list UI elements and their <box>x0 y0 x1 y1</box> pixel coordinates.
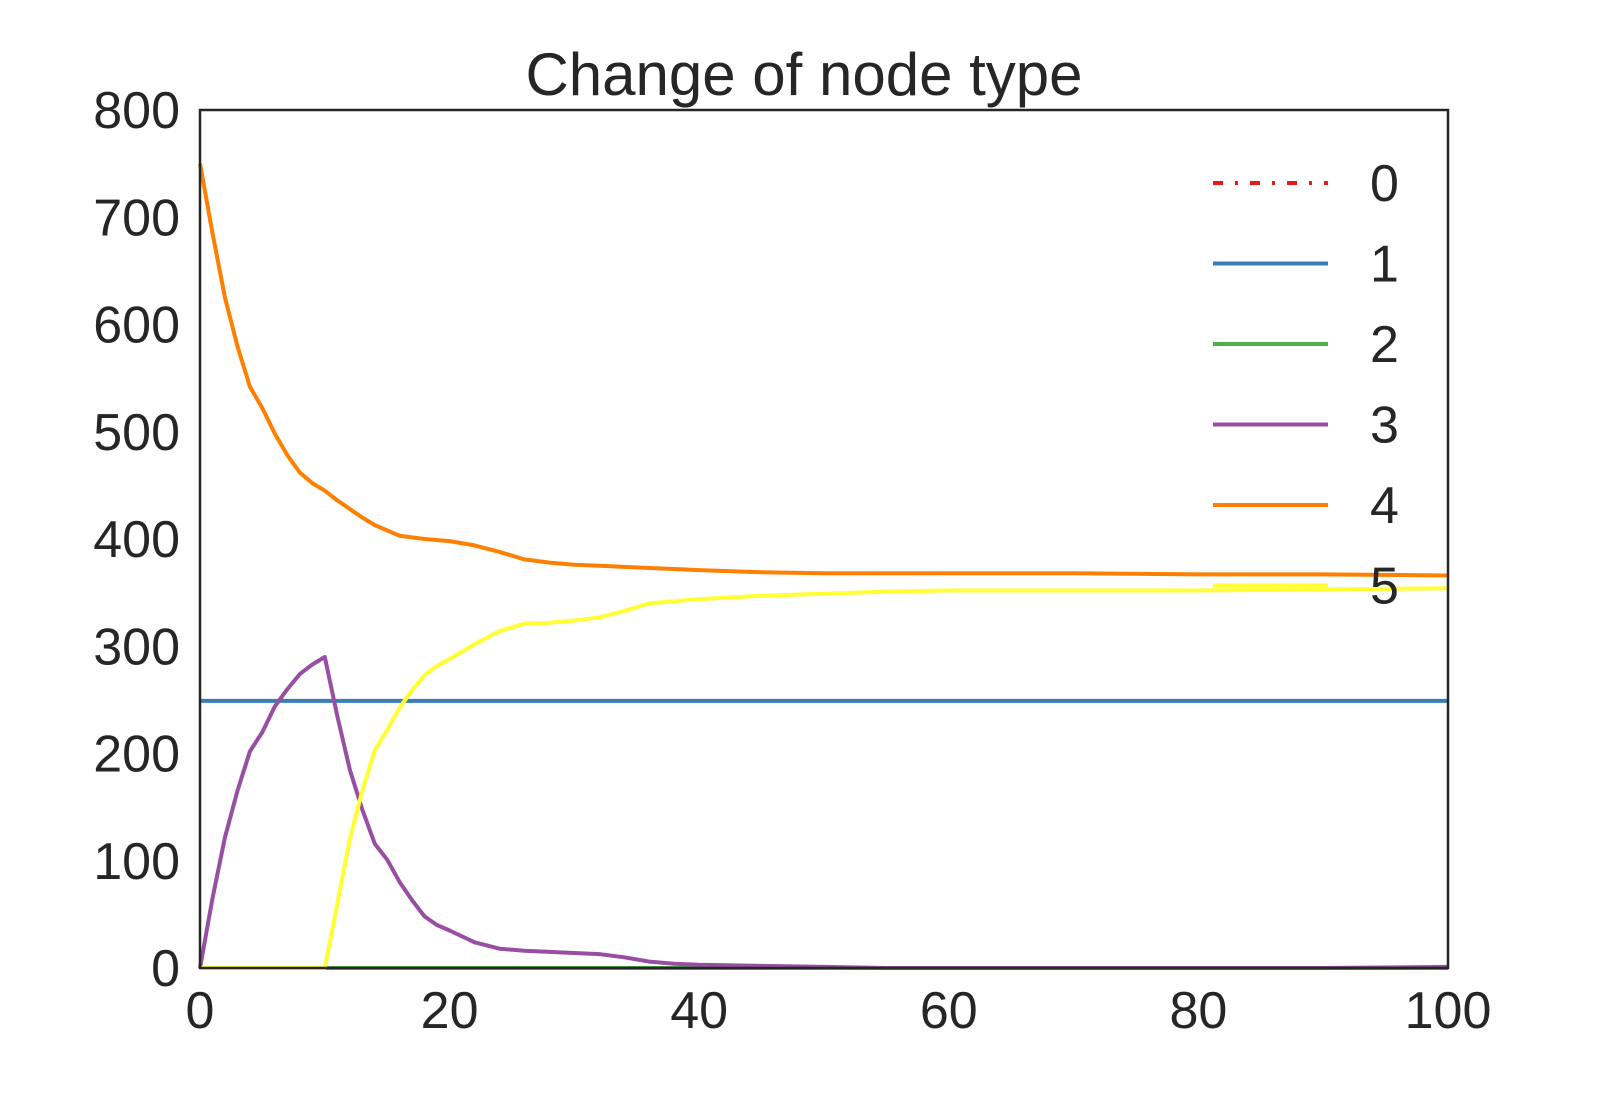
plot-frame <box>198 108 1450 970</box>
y-tick-label: 500 <box>93 404 180 462</box>
legend-label-4: 4 <box>1370 477 1399 535</box>
series-line-3 <box>198 655 1449 970</box>
series-line-5 <box>200 586 1449 970</box>
y-tick-label: 800 <box>93 82 180 140</box>
y-tick-label: 200 <box>93 726 180 784</box>
legend-label-3: 3 <box>1370 397 1399 455</box>
x-axis-ticks: 0 20 40 60 80 100 <box>186 982 1492 1040</box>
y-axis-ticks: 0 100 200 300 400 500 600 700 800 <box>93 82 180 998</box>
legend-label-2: 2 <box>1370 316 1399 374</box>
x-tick-label: 80 <box>1169 982 1227 1040</box>
y-tick-label: 700 <box>93 189 180 247</box>
y-tick-label: 100 <box>93 833 180 891</box>
legend-label-5: 5 <box>1370 558 1399 616</box>
x-tick-label: 40 <box>670 982 728 1040</box>
series-line-4 <box>198 163 1449 578</box>
x-tick-label: 60 <box>920 982 978 1040</box>
legend: 0 1 2 3 4 5 <box>1213 155 1399 616</box>
y-tick-label: 0 <box>151 940 180 998</box>
series-layer <box>198 163 1449 970</box>
x-tick-label: 20 <box>421 982 479 1040</box>
chart-title: Change of node type <box>525 41 1082 108</box>
y-tick-label: 300 <box>93 618 180 676</box>
y-tick-label: 400 <box>93 511 180 569</box>
legend-label-1: 1 <box>1370 236 1399 294</box>
legend-label-0: 0 <box>1370 155 1399 213</box>
y-tick-label: 600 <box>93 297 180 355</box>
x-tick-label: 0 <box>186 982 215 1040</box>
x-tick-label: 100 <box>1405 982 1492 1040</box>
